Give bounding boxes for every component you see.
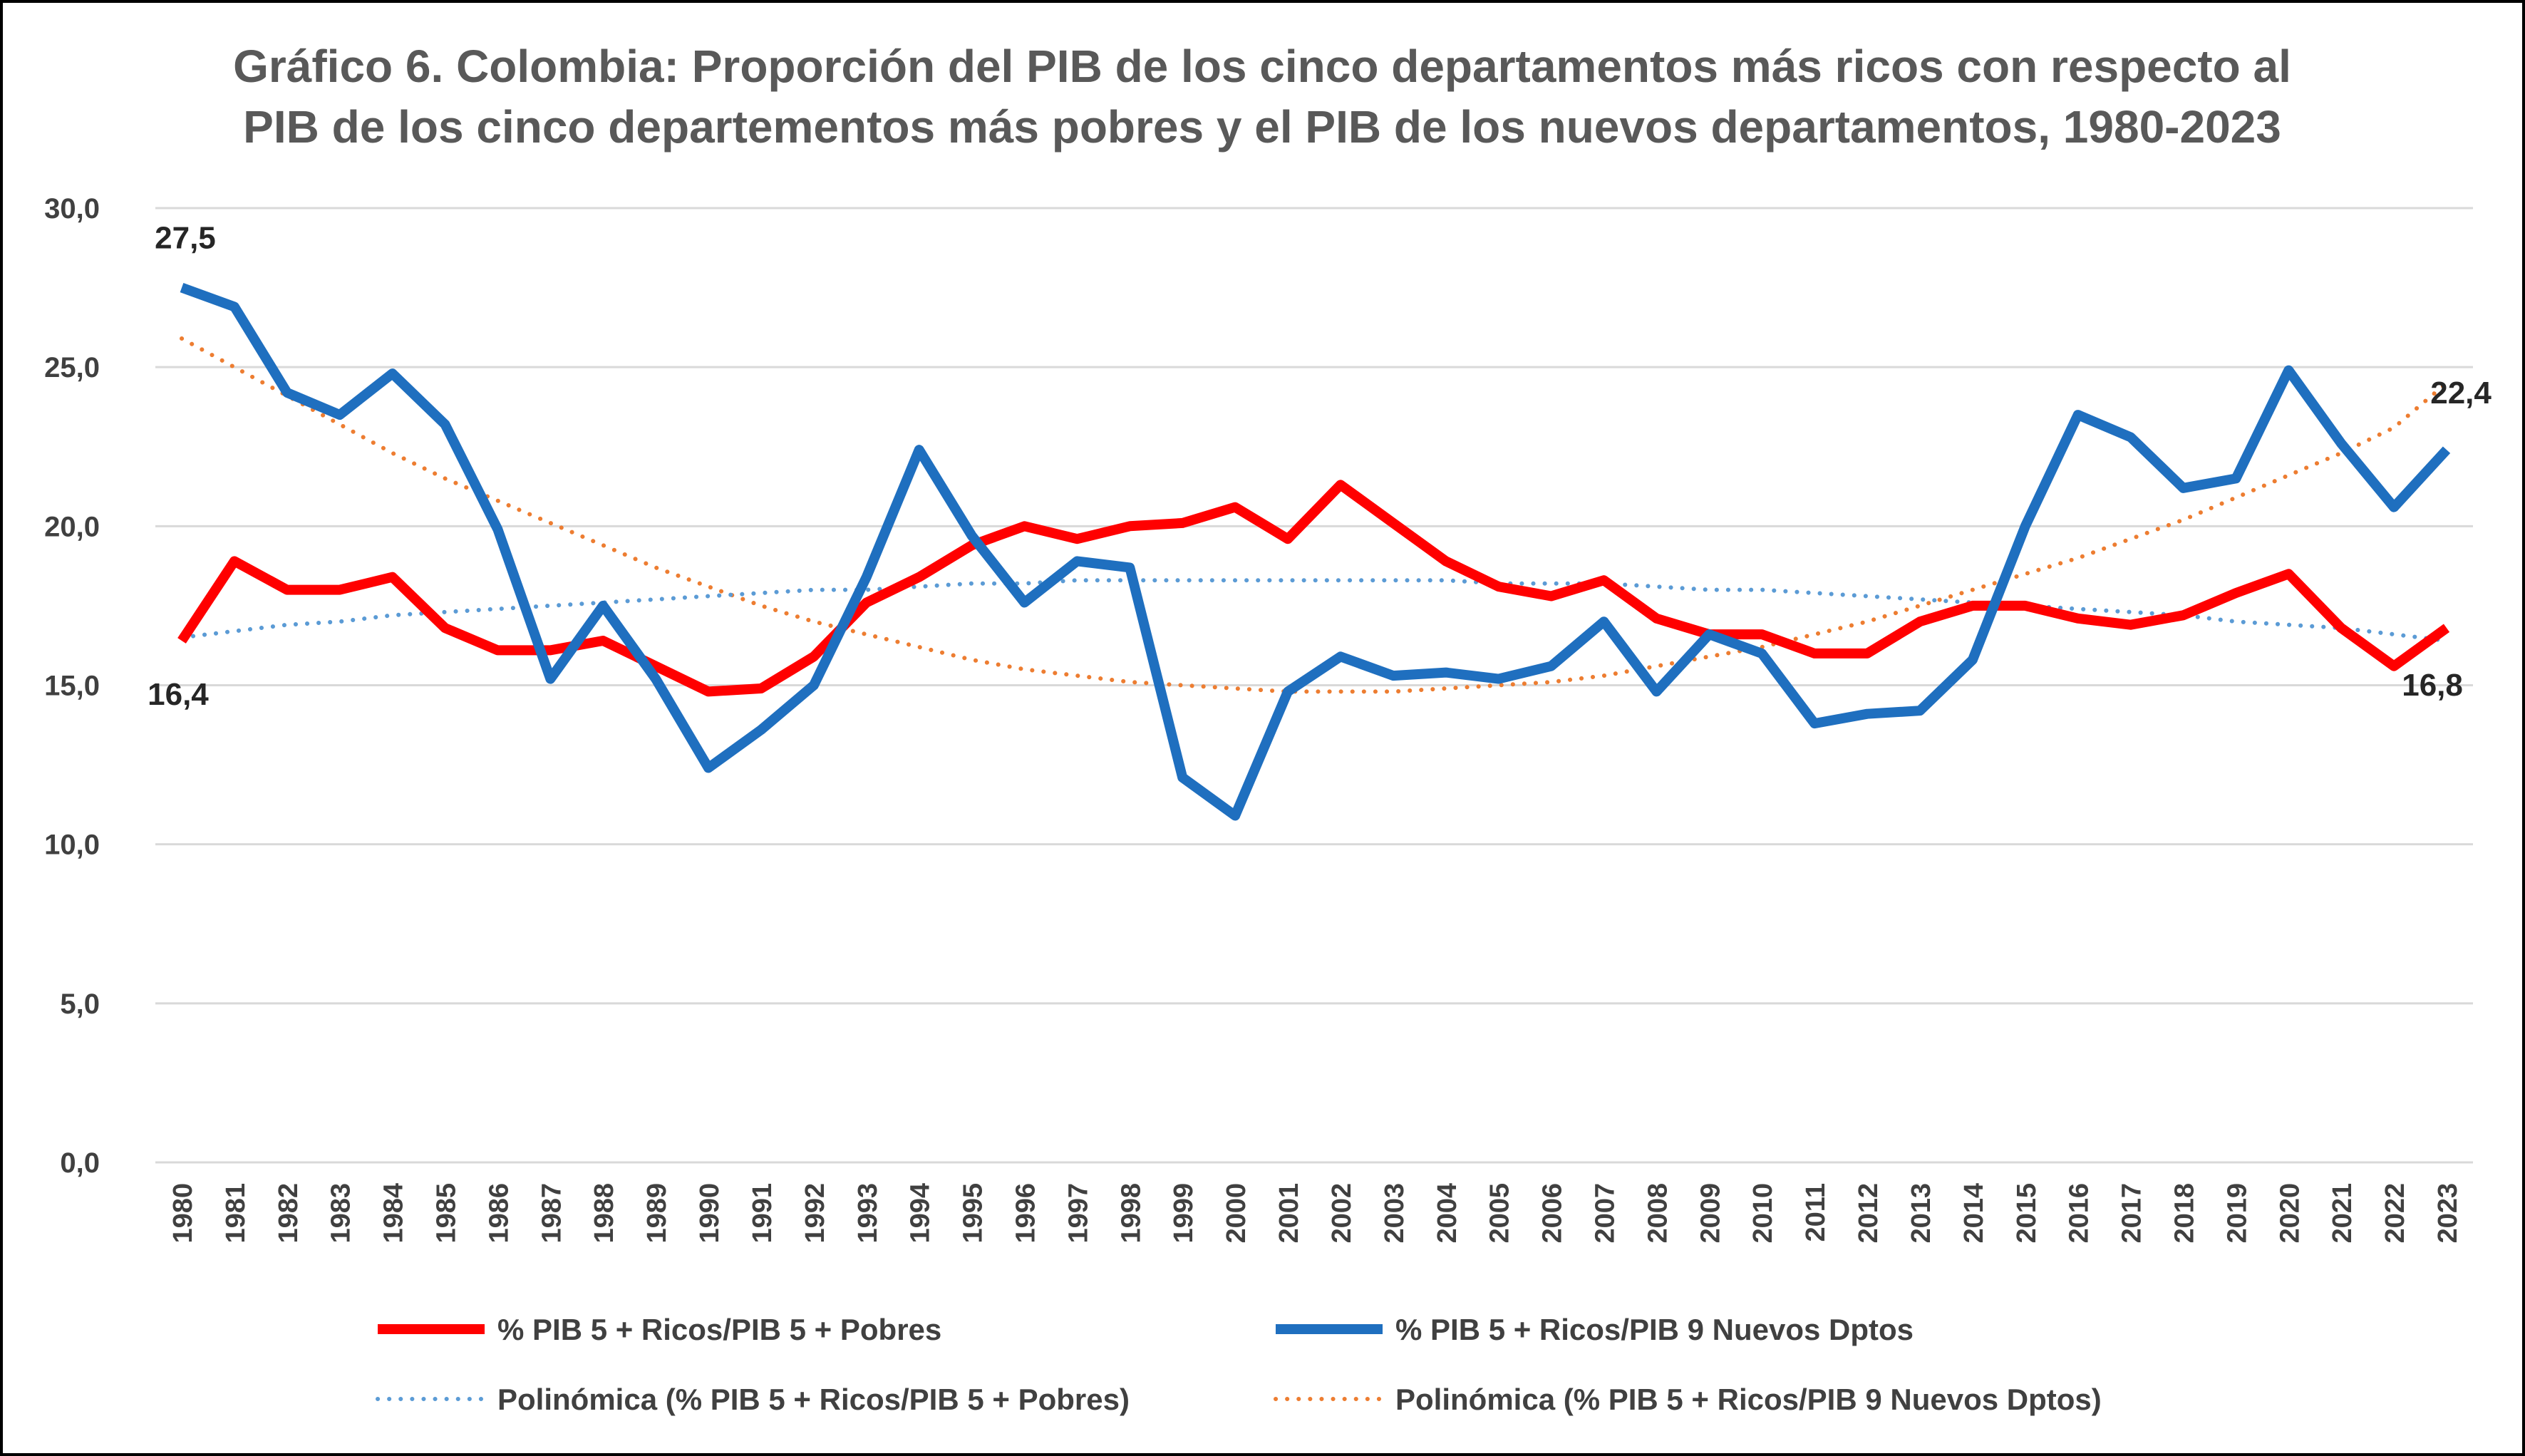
- series-line-0: [177, 480, 2450, 697]
- x-tick-label: 2002: [1327, 1183, 1357, 1244]
- x-tick-label: 1994: [906, 1183, 936, 1244]
- x-tick-label: 2023: [2433, 1183, 2463, 1244]
- legend-entry-label: % PIB 5 + Ricos/PIB 5 + Pobres: [497, 1313, 941, 1346]
- series-line-1: [180, 283, 2451, 821]
- x-tick-label: 2012: [1854, 1183, 1884, 1244]
- chart-title-line-2: PIB de los cinco departementos más pobre…: [243, 101, 2281, 153]
- x-tick-label: 1980: [168, 1183, 198, 1244]
- x-tick-label: 1996: [1011, 1183, 1041, 1244]
- x-tick-label: 2005: [1485, 1183, 1515, 1244]
- x-tick-label: 1990: [695, 1183, 725, 1244]
- y-tick-label: 20,0: [44, 511, 100, 542]
- data-labels: 27,5 16,4 22,4 16,8: [148, 221, 2492, 712]
- x-axis-tick-labels: 1980 1981 1982 1983 1984 1985 1986 1987 1988 1989…: [168, 1183, 2463, 1244]
- y-tick-label: 10,0: [44, 830, 100, 861]
- x-tick-label: 2001: [1274, 1183, 1304, 1244]
- data-label: 22,4: [2430, 376, 2492, 411]
- x-tick-label: 2020: [2275, 1183, 2305, 1244]
- x-tick-label: 2010: [1748, 1183, 1778, 1244]
- x-tick-label: 2006: [1538, 1183, 1568, 1244]
- y-tick-label: 30,0: [44, 193, 100, 224]
- x-tick-label: 2008: [1643, 1183, 1673, 1244]
- y-tick-label: 0,0: [60, 1147, 100, 1179]
- data-label: 16,4: [148, 677, 209, 712]
- x-tick-label: 1997: [1063, 1183, 1093, 1244]
- x-tick-label: 2019: [2222, 1183, 2252, 1244]
- x-tick-label: 1982: [274, 1183, 304, 1244]
- x-tick-label: 2018: [2170, 1183, 2200, 1244]
- x-tick-label: 1983: [326, 1183, 356, 1244]
- x-tick-label: 2003: [1380, 1183, 1410, 1244]
- x-tick-label: 2014: [1959, 1183, 1989, 1244]
- legend-entry-label: % PIB 5 + Ricos/PIB 9 Nuevos Dptos: [1395, 1313, 1914, 1346]
- x-tick-label: 2022: [2380, 1183, 2410, 1244]
- y-axis-tick-labels: 0,0 5,0 10,0 15,0 20,0 25,0 30,0: [44, 193, 100, 1179]
- x-tick-label: 2016: [2065, 1183, 2095, 1244]
- x-tick-label: 1989: [642, 1183, 672, 1244]
- x-tick-label: 1991: [748, 1183, 778, 1244]
- y-tick-label: 25,0: [44, 352, 100, 383]
- gridlines: [155, 207, 2473, 1164]
- x-tick-label: 2011: [1801, 1183, 1831, 1241]
- x-tick-label: 2007: [1591, 1183, 1621, 1244]
- x-tick-label: 1981: [221, 1183, 251, 1244]
- x-tick-label: 1992: [800, 1183, 830, 1244]
- x-tick-label: 1999: [1169, 1183, 1199, 1244]
- x-tick-label: 1985: [432, 1183, 462, 1244]
- x-tick-label: 2013: [1906, 1183, 1936, 1244]
- x-tick-label: 1988: [589, 1183, 619, 1244]
- x-tick-label: 1984: [379, 1183, 409, 1244]
- y-tick-label: 5,0: [60, 988, 100, 1020]
- x-tick-label: 1998: [1116, 1183, 1146, 1244]
- x-tick-label: 2000: [1222, 1183, 1251, 1244]
- series-line-2: [180, 578, 2449, 643]
- legend: % PIB 5 + Ricos/PIB 5 + Pobres % PIB 5 + …: [376, 1313, 2102, 1416]
- x-tick-label: 1993: [853, 1183, 883, 1244]
- data-label: 16,8: [2402, 668, 2463, 703]
- chart-title: Gráfico 6. Colombia: Proporción del PIB …: [233, 41, 2291, 153]
- legend-entry-label: Polinómica (% PIB 5 + Ricos/PIB 5 + Pobr…: [497, 1383, 1130, 1416]
- x-tick-label: 2009: [1695, 1183, 1725, 1244]
- series-lines: [177, 283, 2451, 821]
- x-tick-label: 1987: [537, 1183, 567, 1244]
- x-tick-label: 2015: [2012, 1183, 2042, 1244]
- x-tick-label: 1986: [484, 1183, 514, 1244]
- x-tick-label: 2004: [1432, 1183, 1462, 1244]
- y-tick-label: 15,0: [44, 671, 100, 702]
- legend-entry-label: Polinómica (% PIB 5 + Ricos/PIB 9 Nuevos…: [1395, 1383, 2102, 1416]
- chart-title-line-1: Gráfico 6. Colombia: Proporción del PIB …: [233, 41, 2291, 92]
- data-label: 27,5: [155, 221, 216, 256]
- x-tick-label: 2021: [2328, 1183, 2358, 1244]
- x-tick-label: 2017: [2117, 1183, 2147, 1244]
- x-tick-label: 1995: [959, 1183, 988, 1244]
